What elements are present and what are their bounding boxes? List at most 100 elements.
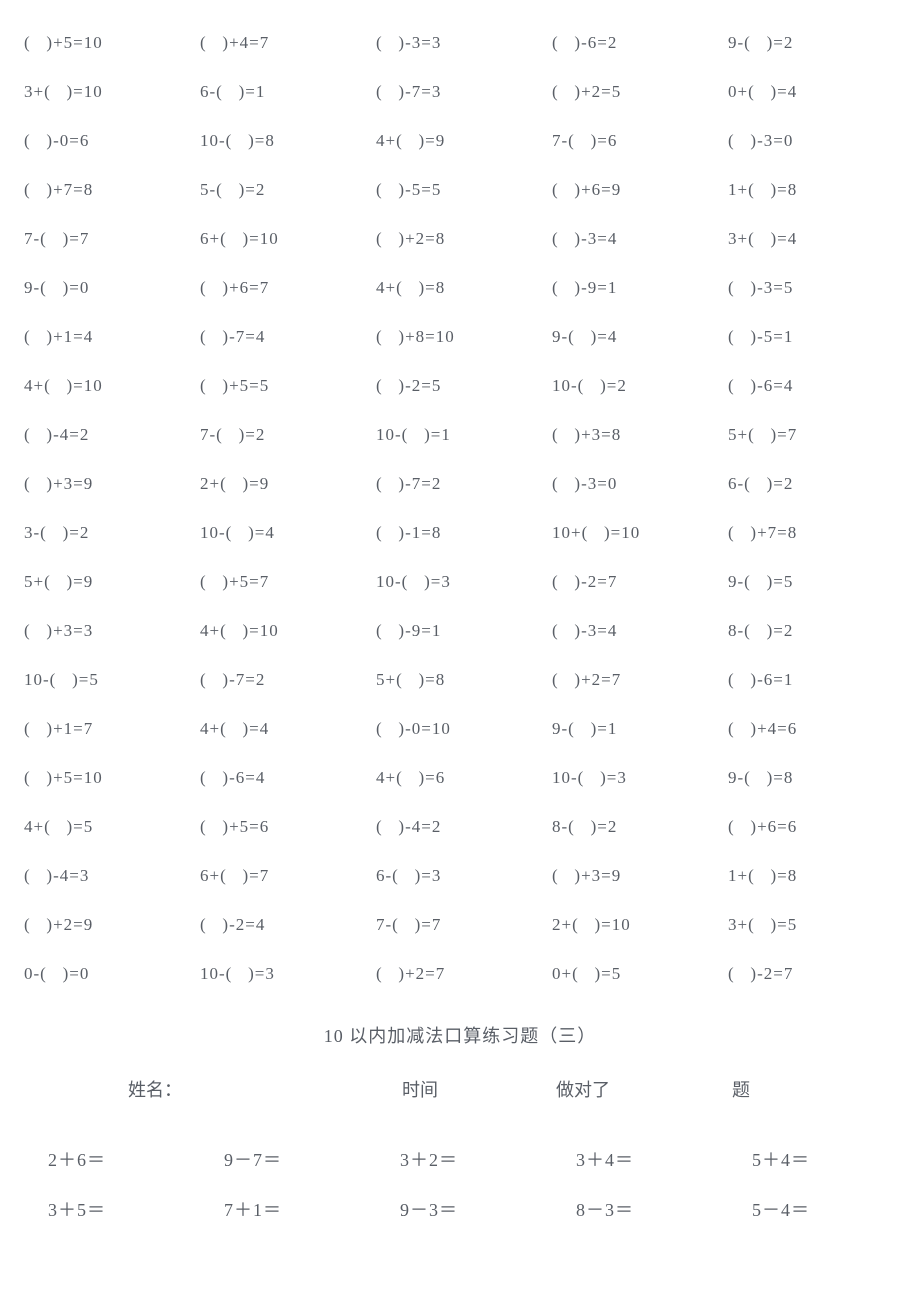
problem-cell: 7-( )=6 bbox=[548, 116, 724, 165]
problem-cell: ( )+5=10 bbox=[20, 18, 196, 67]
problem-cell: 2+( )=10 bbox=[548, 900, 724, 949]
problem-cell: 4+( )=5 bbox=[20, 802, 196, 851]
problem-cell: ( )-2=7 bbox=[724, 949, 900, 998]
problem-cell: ( )-4=2 bbox=[372, 802, 548, 851]
problem2-cell: 5－4＝ bbox=[724, 1184, 900, 1234]
problem-cell: 10-( )=5 bbox=[20, 655, 196, 704]
problem-cell: 4+( )=8 bbox=[372, 263, 548, 312]
problem2-cell: 3＋4＝ bbox=[548, 1134, 724, 1184]
problem-cell: 6+( )=7 bbox=[196, 851, 372, 900]
problem-cell: ( )-6=2 bbox=[548, 18, 724, 67]
problem-cell: 0+( )=4 bbox=[724, 67, 900, 116]
problem-cell: ( )-7=2 bbox=[196, 655, 372, 704]
problem-cell: 6-( )=3 bbox=[372, 851, 548, 900]
problem-cell: 3+( )=10 bbox=[20, 67, 196, 116]
problem-cell: 9-( )=5 bbox=[724, 557, 900, 606]
label-time: 时间 bbox=[402, 1076, 438, 1102]
problem-cell: ( )-3=5 bbox=[724, 263, 900, 312]
problem-cell: ( )-3=0 bbox=[724, 116, 900, 165]
problem-cell: ( )+6=7 bbox=[196, 263, 372, 312]
section-title: 10 以内加减法口算练习题（三） bbox=[20, 1022, 900, 1048]
problem-cell: 10+( )=10 bbox=[548, 508, 724, 557]
problem-cell: 4+( )=9 bbox=[372, 116, 548, 165]
problem-cell: 4+( )=10 bbox=[196, 606, 372, 655]
problem-cell: 9-( )=8 bbox=[724, 753, 900, 802]
problem-cell: ( )-9=1 bbox=[548, 263, 724, 312]
problem-cell: 9-( )=4 bbox=[548, 312, 724, 361]
problem-cell: 10-( )=2 bbox=[548, 361, 724, 410]
problem-cell: ( )-3=3 bbox=[372, 18, 548, 67]
problem-cell: 10-( )=3 bbox=[372, 557, 548, 606]
problem-cell: ( )+7=8 bbox=[724, 508, 900, 557]
problem-cell: ( )+3=3 bbox=[20, 606, 196, 655]
fill-blank-grid: ( )+5=10( )+4=7( )-3=3( )-6=29-( )=23+( … bbox=[20, 18, 900, 998]
problem-cell: ( )-7=2 bbox=[372, 459, 548, 508]
problem2-cell: 3＋5＝ bbox=[20, 1184, 196, 1234]
problem-cell: 5+( )=8 bbox=[372, 655, 548, 704]
problem-cell: ( )+1=4 bbox=[20, 312, 196, 361]
problem-cell: ( )-0=10 bbox=[372, 704, 548, 753]
problem-cell: ( )-2=7 bbox=[548, 557, 724, 606]
problem-cell: 5+( )=9 bbox=[20, 557, 196, 606]
problem2-cell: 7＋1＝ bbox=[196, 1184, 372, 1234]
problem-cell: 9-( )=1 bbox=[548, 704, 724, 753]
problem-cell: 0-( )=0 bbox=[20, 949, 196, 998]
problem-cell: ( )-4=2 bbox=[20, 410, 196, 459]
problem-cell: ( )-5=1 bbox=[724, 312, 900, 361]
problem-cell: ( )+2=9 bbox=[20, 900, 196, 949]
problem-cell: ( )-7=4 bbox=[196, 312, 372, 361]
problem-cell: 3-( )=2 bbox=[20, 508, 196, 557]
problem-cell: 4+( )=4 bbox=[196, 704, 372, 753]
problem-cell: 10-( )=3 bbox=[196, 949, 372, 998]
problem2-cell: 9－3＝ bbox=[372, 1184, 548, 1234]
problem-cell: ( )-0=6 bbox=[20, 116, 196, 165]
problem2-cell: 3＋2＝ bbox=[372, 1134, 548, 1184]
problem-cell: ( )+3=8 bbox=[548, 410, 724, 459]
problem-cell: ( )-3=4 bbox=[548, 606, 724, 655]
problem-cell: 7-( )=2 bbox=[196, 410, 372, 459]
problem-cell: 6+( )=10 bbox=[196, 214, 372, 263]
problem-cell: 1+( )=8 bbox=[724, 851, 900, 900]
problem2-cell: 5＋4＝ bbox=[724, 1134, 900, 1184]
problem-cell: 7-( )=7 bbox=[20, 214, 196, 263]
simple-problems-grid: 2＋6＝9－7＝3＋2＝3＋4＝5＋4＝3＋5＝7＋1＝9－3＝8－3＝5－4＝ bbox=[20, 1134, 900, 1234]
problem-cell: 5-( )=2 bbox=[196, 165, 372, 214]
problem-cell: ( )-3=4 bbox=[548, 214, 724, 263]
problem-cell: 9-( )=0 bbox=[20, 263, 196, 312]
problem-cell: ( )+2=7 bbox=[372, 949, 548, 998]
problem-cell: ( )+8=10 bbox=[372, 312, 548, 361]
problem-cell: 1+( )=8 bbox=[724, 165, 900, 214]
problem-cell: ( )+5=5 bbox=[196, 361, 372, 410]
problem-cell: ( )+1=7 bbox=[20, 704, 196, 753]
problem-cell: ( )-5=5 bbox=[372, 165, 548, 214]
problem-cell: ( )-4=3 bbox=[20, 851, 196, 900]
problem-cell: ( )-6=1 bbox=[724, 655, 900, 704]
problem-cell: 10-( )=3 bbox=[548, 753, 724, 802]
problem-cell: ( )+2=8 bbox=[372, 214, 548, 263]
problem-cell: 10-( )=1 bbox=[372, 410, 548, 459]
problem-cell: 9-( )=2 bbox=[724, 18, 900, 67]
problem-cell: ( )+3=9 bbox=[548, 851, 724, 900]
problem-cell: ( )+2=5 bbox=[548, 67, 724, 116]
problem2-cell: 8－3＝ bbox=[548, 1184, 724, 1234]
problem-cell: ( )-2=5 bbox=[372, 361, 548, 410]
problem-cell: ( )-3=0 bbox=[548, 459, 724, 508]
problem-cell: ( )+5=7 bbox=[196, 557, 372, 606]
problem-cell: 2+( )=9 bbox=[196, 459, 372, 508]
problem-cell: ( )+4=6 bbox=[724, 704, 900, 753]
problem-cell: 10-( )=4 bbox=[196, 508, 372, 557]
problem-cell: 4+( )=6 bbox=[372, 753, 548, 802]
problem-cell: ( )-6=4 bbox=[724, 361, 900, 410]
label-count: 题 bbox=[732, 1076, 750, 1102]
problem-cell: 10-( )=8 bbox=[196, 116, 372, 165]
problem-cell: 0+( )=5 bbox=[548, 949, 724, 998]
problem-cell: 6-( )=2 bbox=[724, 459, 900, 508]
label-name: 姓名： bbox=[128, 1076, 182, 1102]
label-correct: 做对了 bbox=[556, 1076, 610, 1102]
problem-cell: ( )+5=6 bbox=[196, 802, 372, 851]
problem-cell: ( )-6=4 bbox=[196, 753, 372, 802]
problem-cell: 3+( )=5 bbox=[724, 900, 900, 949]
problem-cell: ( )+5=10 bbox=[20, 753, 196, 802]
problem-cell: 7-( )=7 bbox=[372, 900, 548, 949]
problem-cell: ( )+6=9 bbox=[548, 165, 724, 214]
